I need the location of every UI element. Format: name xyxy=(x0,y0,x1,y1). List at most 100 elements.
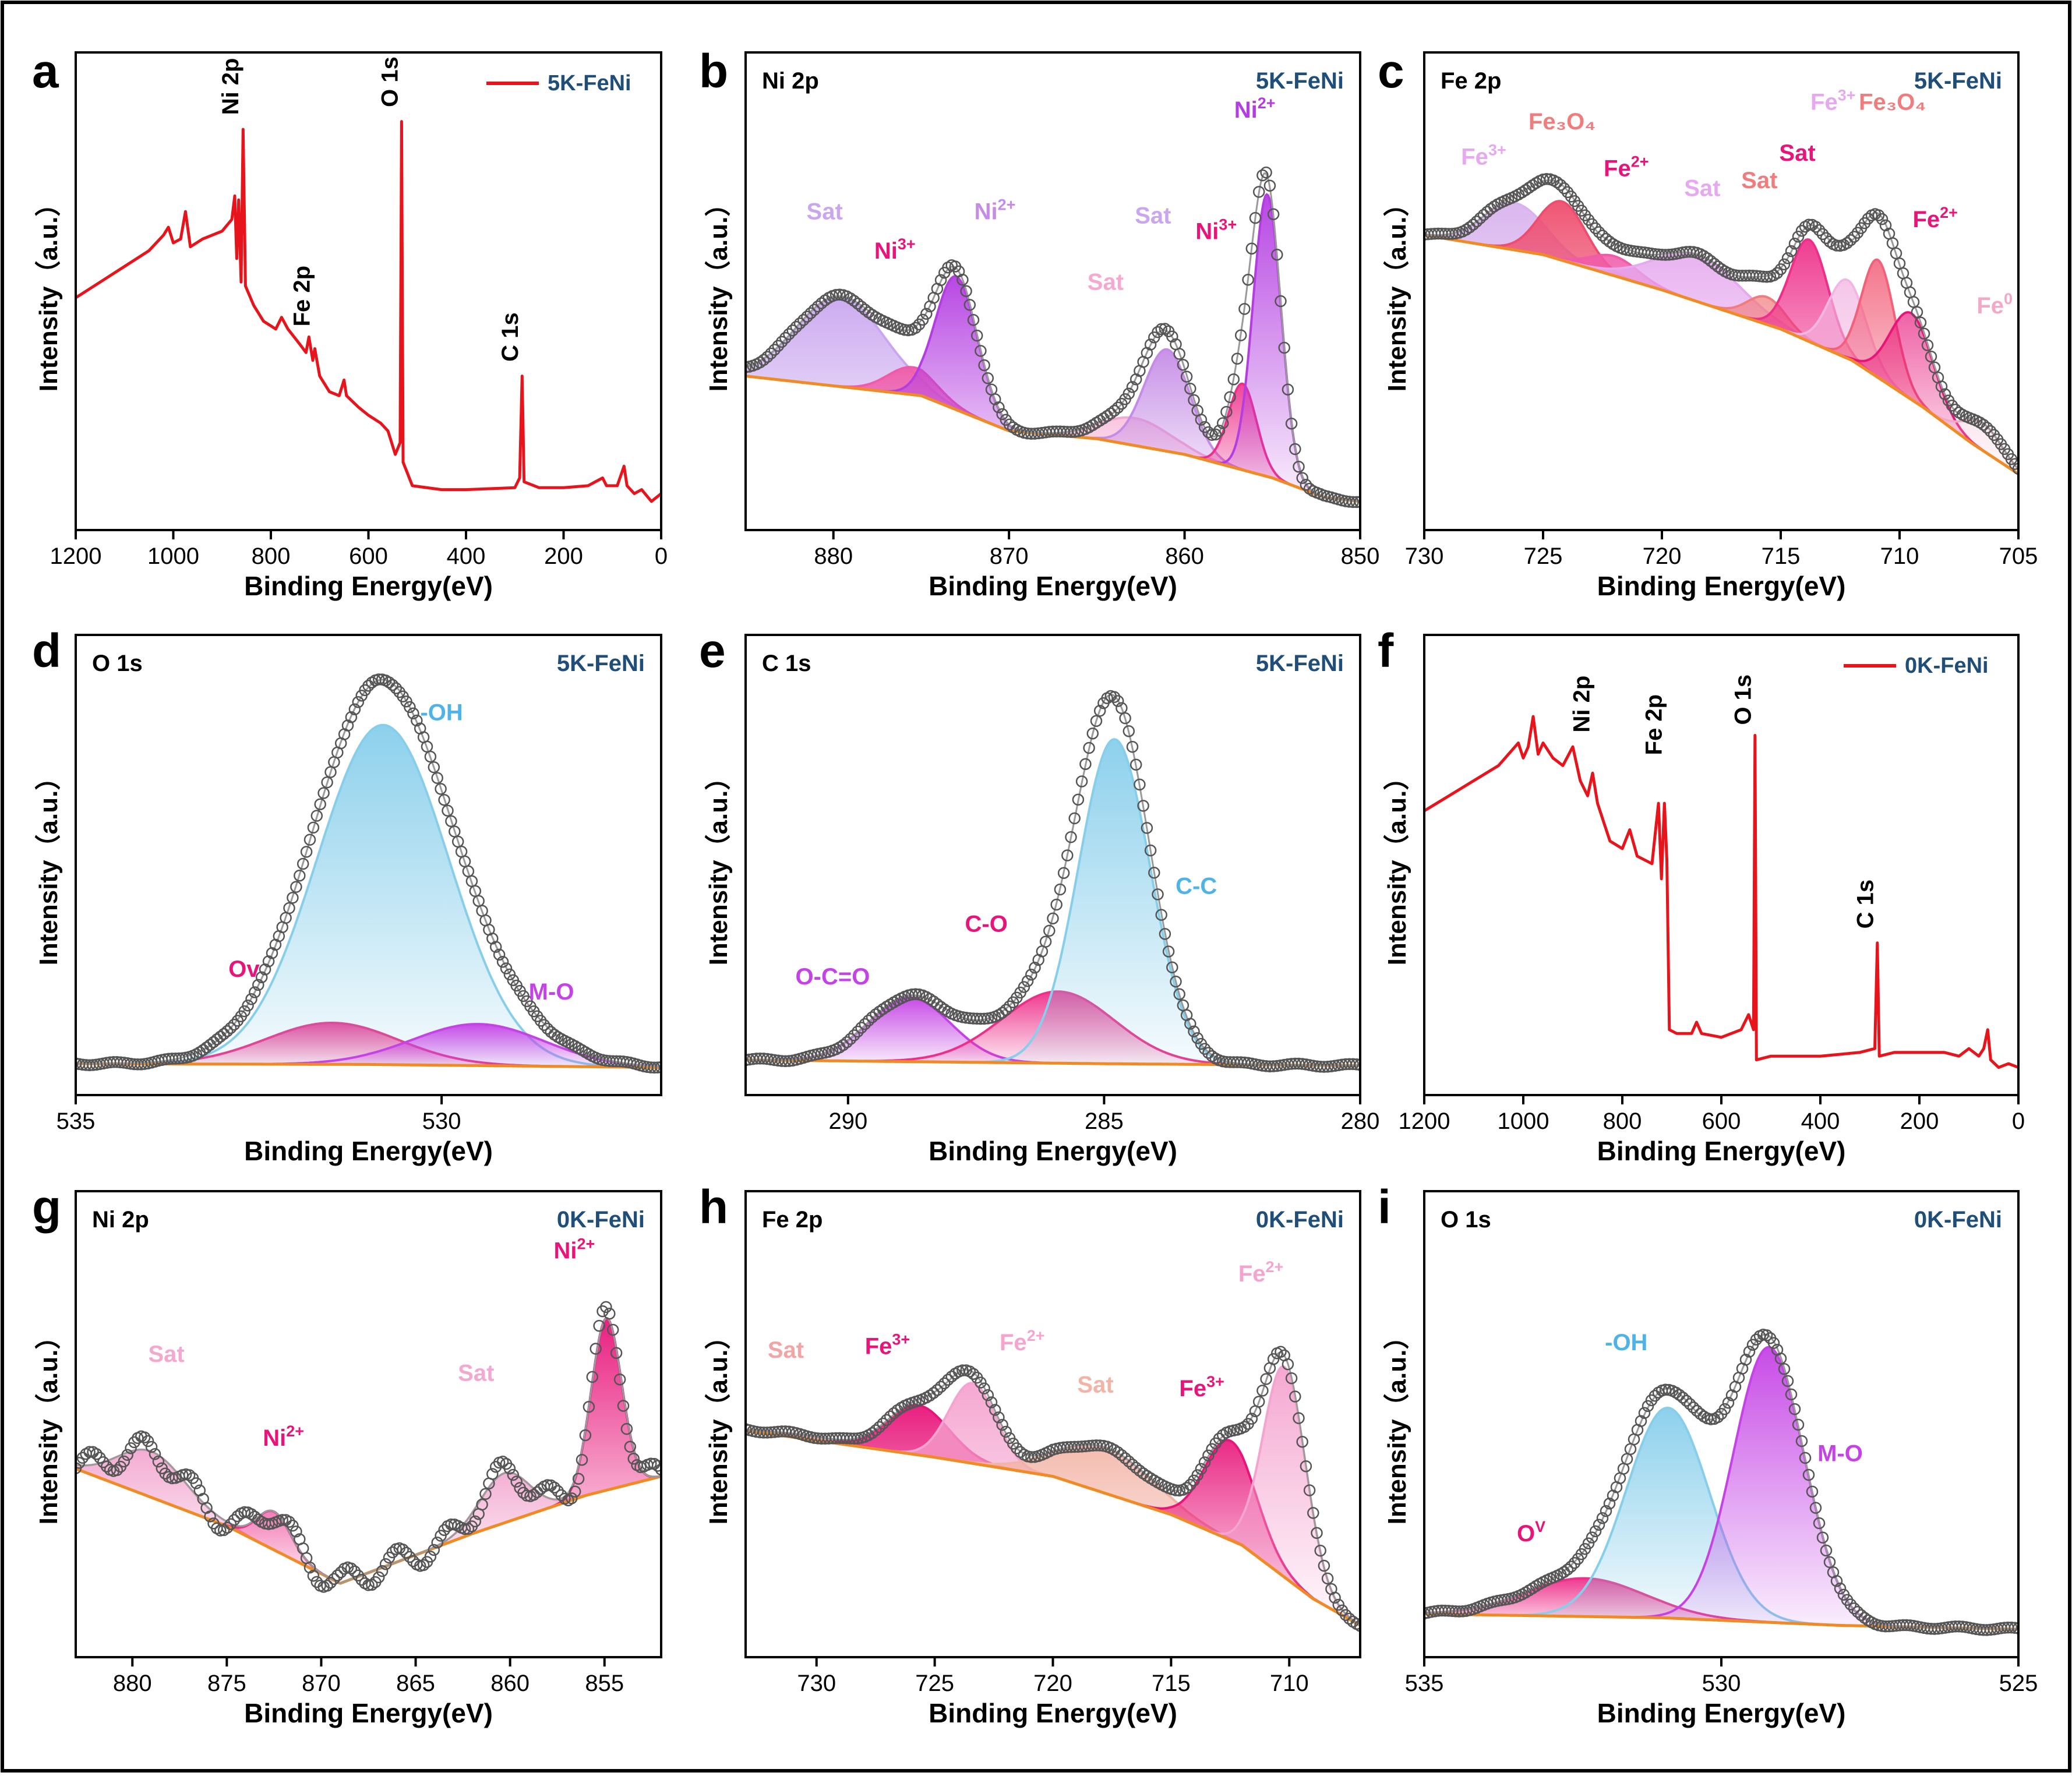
region-label: Ni 2p xyxy=(762,68,819,94)
fit-peak-area xyxy=(1424,203,2018,474)
data-point xyxy=(579,1429,592,1442)
data-point xyxy=(1683,1398,1696,1410)
data-point xyxy=(1568,1557,1581,1569)
data-point xyxy=(927,1387,940,1399)
data-point xyxy=(1123,725,1135,737)
data-point xyxy=(431,772,443,784)
data-point xyxy=(852,1025,864,1038)
data-point xyxy=(245,993,257,1005)
x-tick-label: 730 xyxy=(797,1671,836,1696)
data-point xyxy=(386,679,399,691)
data-point xyxy=(1242,273,1254,286)
y-axis-label: Intensity（a.u.） xyxy=(1383,765,1411,966)
x-tick-label: 880 xyxy=(814,543,853,569)
data-point xyxy=(1065,831,1077,843)
data-point xyxy=(125,1442,137,1454)
survey-spectrum-line xyxy=(1424,715,2018,1069)
data-point xyxy=(1039,935,1052,948)
data-point xyxy=(2005,1621,2018,1634)
data-point xyxy=(314,798,326,810)
data-point xyxy=(1256,169,1269,182)
data-point xyxy=(617,1400,630,1412)
plot-area xyxy=(746,1346,1360,1632)
data-point xyxy=(1093,1439,1106,1452)
data-point xyxy=(1252,186,1265,198)
data-point xyxy=(245,1508,257,1520)
data-point xyxy=(1166,961,1178,974)
data-point xyxy=(1788,238,1801,250)
axes-frame xyxy=(75,634,662,1096)
data-point xyxy=(411,714,423,727)
data-point xyxy=(1589,1525,1602,1538)
y-axis-label: Intensity（a.u.） xyxy=(1383,191,1411,392)
x-tick-label: 1200 xyxy=(50,543,102,569)
data-point xyxy=(1296,472,1308,484)
data-point xyxy=(1180,370,1193,383)
data-point xyxy=(118,1455,130,1468)
data-point xyxy=(1180,1482,1193,1494)
data-point xyxy=(407,707,419,720)
data-point xyxy=(1184,382,1196,395)
panel-h: Sat Fe3+ Fe2+ Sat Fe3+ Fe2+ Fe 2p 0K-FeNi 730 725… xyxy=(699,1181,1361,1728)
x-axis-label: Binding Energy(eV) xyxy=(1597,571,1846,601)
panel-f: Ni 2p Fe 2p O 1s C 1s 0K-FeNi 1200 1000 800 600 4… xyxy=(1378,624,2025,1166)
data-point xyxy=(462,1523,475,1535)
data-point xyxy=(431,1537,443,1549)
peak-label: C 1s xyxy=(497,312,523,362)
data-point xyxy=(942,1374,954,1386)
data-point xyxy=(1551,176,1563,189)
sample-label: 5K-FeNi xyxy=(1256,651,1344,676)
data-point xyxy=(1760,270,1773,283)
data-point xyxy=(576,1453,588,1466)
data-point xyxy=(379,1558,392,1570)
peak-label: C 1s xyxy=(1853,880,1879,929)
x-tick-label: 800 xyxy=(252,543,291,569)
peak-label: Ov xyxy=(228,956,260,982)
data-point xyxy=(445,815,457,828)
data-point xyxy=(1144,844,1157,857)
data-point xyxy=(1813,1517,1826,1530)
data-point xyxy=(190,1477,203,1489)
data-point xyxy=(1191,1469,1203,1481)
data-point xyxy=(655,1463,661,1475)
data-point xyxy=(417,1559,430,1572)
data-point xyxy=(801,310,813,323)
y-axis-label: Intensity（a.u.） xyxy=(704,191,733,392)
peak-label: Fe3+ xyxy=(865,1331,910,1360)
data-point xyxy=(152,1455,165,1468)
data-point xyxy=(1981,421,1993,434)
data-point xyxy=(1256,1385,1269,1397)
data-point xyxy=(1227,373,1240,386)
data-point xyxy=(651,1061,661,1074)
data-point xyxy=(775,336,788,348)
data-point xyxy=(211,1033,223,1046)
data-point xyxy=(765,347,777,360)
data-point xyxy=(424,750,437,763)
data-point xyxy=(138,1431,151,1443)
data-point xyxy=(1267,208,1280,221)
data-point xyxy=(909,988,922,1000)
data-point xyxy=(1802,1468,1815,1481)
data-point xyxy=(259,963,271,976)
x-tick-label: 725 xyxy=(1524,543,1563,569)
data-point xyxy=(938,1377,951,1390)
data-point xyxy=(1129,758,1142,771)
data-point xyxy=(242,999,254,1012)
data-point xyxy=(877,1417,889,1430)
y-axis-label: Intensity（a.u.） xyxy=(34,765,63,966)
survey-spectrum-line xyxy=(76,120,661,503)
data-point xyxy=(855,1022,867,1034)
data-point xyxy=(1224,391,1236,404)
data-point xyxy=(880,1414,893,1427)
data-point xyxy=(1231,352,1244,365)
region-label: Fe 2p xyxy=(1441,68,1501,94)
data-point xyxy=(276,1514,288,1526)
peak-label: -OH xyxy=(420,700,463,726)
data-point xyxy=(376,1565,389,1577)
panel-letter: b xyxy=(699,45,728,98)
data-point xyxy=(221,1521,234,1534)
plot-area xyxy=(1424,715,2018,1069)
x-tick-label: 530 xyxy=(1702,1671,1741,1696)
data-point xyxy=(837,1039,849,1051)
